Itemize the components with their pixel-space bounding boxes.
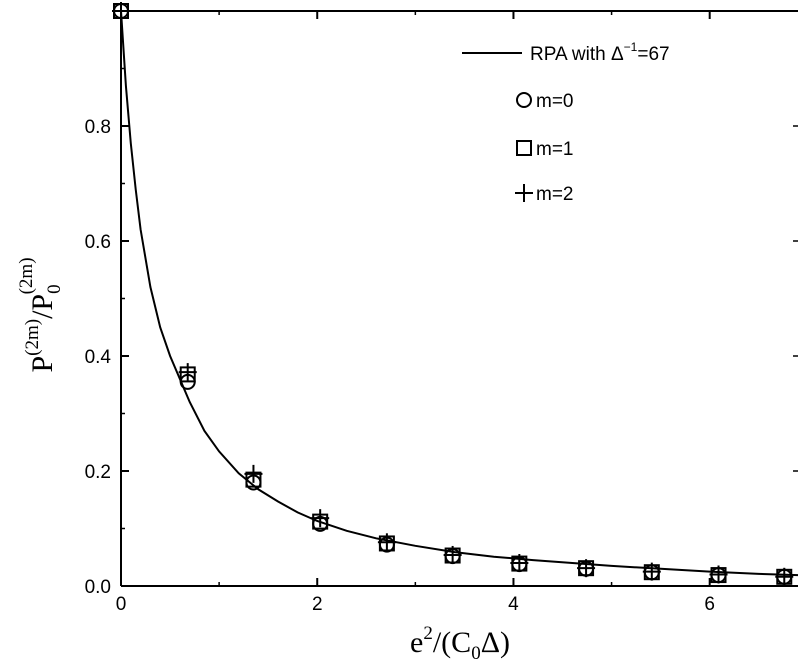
- point-m2: [510, 554, 529, 572]
- point-m2: [377, 533, 396, 552]
- y-tick-label: 0.4: [85, 347, 112, 368]
- point-m2: [244, 464, 263, 483]
- axes: 0 2 4 6 0.0 0.2 0.4 0.6 0.8: [85, 10, 798, 615]
- data-markers: [112, 2, 794, 586]
- legend: RPA with Δ−1=67 m=0 m=1 m=2: [462, 40, 670, 205]
- point-m2: [577, 559, 596, 578]
- point-m2: [709, 565, 728, 584]
- x-axis-title: e2/(C0Δ): [410, 623, 510, 664]
- x-tick-label: 0: [116, 594, 127, 615]
- point-m2: [311, 509, 330, 528]
- legend-label-rpa: RPA with Δ−1=67: [530, 40, 670, 65]
- y-axis-title: P(2m)/P0(2m): [16, 257, 65, 372]
- point-m2: [178, 363, 197, 382]
- point-m2: [642, 562, 661, 581]
- y-tick-label: 0.8: [85, 117, 111, 138]
- x-tick-label: 2: [312, 594, 323, 615]
- x-tick-label: 4: [508, 594, 519, 615]
- legend-marker-plus: [515, 184, 533, 202]
- legend-label-m2: m=2: [536, 184, 574, 205]
- y-tick-label: 0.6: [85, 232, 111, 253]
- point-m2: [775, 567, 794, 586]
- y-tick-label: 0.2: [85, 462, 111, 483]
- legend-marker-circle: [516, 92, 532, 108]
- series-line-rpa: [120, 10, 799, 577]
- legend-marker-square: [516, 140, 532, 156]
- plot-area: [120, 10, 799, 577]
- legend-label-m0: m=0: [536, 91, 574, 112]
- x-tick-label: 6: [704, 594, 715, 615]
- legend-label-m1: m=1: [536, 139, 574, 160]
- y-tick-label: 0.0: [85, 577, 111, 598]
- point-m2: [443, 545, 462, 564]
